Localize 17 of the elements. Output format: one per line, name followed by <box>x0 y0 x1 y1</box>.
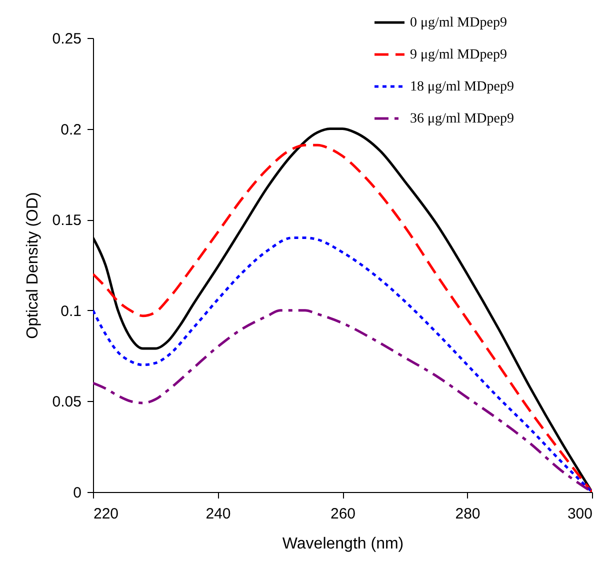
y-tick-label: 0.1 <box>60 302 82 320</box>
x-axis-title: Wavelength (nm) <box>282 536 404 552</box>
y-tick-label: 0.05 <box>52 394 82 411</box>
x-tick-label: 280 <box>455 506 480 522</box>
y-tick-label: 0 <box>73 484 82 502</box>
y-tick-label: 0.15 <box>52 212 82 230</box>
x-tick-label: 260 <box>330 506 356 522</box>
legend-label: 9 μg/ml MDpep9 <box>410 48 507 62</box>
legend-label: 0 μg/ml MDpep9 <box>410 16 507 30</box>
x-tick-label: 220 <box>94 506 119 522</box>
x-tick-label: 240 <box>206 506 231 522</box>
legend-label: 36 μg/ml MDpep9 <box>410 112 514 126</box>
x-tick-label: 300 <box>567 506 592 522</box>
y-tick-label: 0.25 <box>52 30 82 48</box>
y-tick-label: 0.2 <box>60 121 82 138</box>
y-axis-title: Optical Density (OD) <box>24 192 42 339</box>
legend-label: 18 μg/ml MDpep9 <box>410 80 514 94</box>
